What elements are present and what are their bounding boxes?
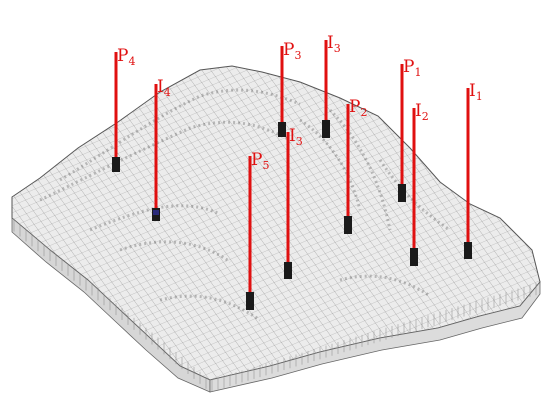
well-I1: I1 [464, 81, 483, 259]
terrain-relief-shading [39, 88, 451, 322]
well-I3a-marker [322, 120, 330, 138]
well-I4: I4 [152, 77, 171, 221]
well-P3: P3 [278, 40, 301, 137]
well-P2: P2 [344, 97, 367, 234]
well-P2-label: P2 [349, 97, 367, 119]
well-I2-label: I2 [415, 101, 429, 123]
well-P5-label: P5 [251, 150, 269, 172]
well-P5: P5 [246, 150, 269, 310]
well-I2: I2 [410, 101, 429, 266]
well-P1: P1 [398, 57, 421, 202]
well-P3-label: P3 [283, 40, 301, 62]
well-P3-marker [278, 122, 286, 137]
well-P1-label: P1 [403, 57, 421, 79]
well-I3a-label: I3 [327, 33, 341, 55]
well-I3a: I3 [322, 33, 341, 138]
well-I3b: I3 [284, 126, 303, 279]
wells-layer: P4 I4 P3 I3 I3 [112, 33, 483, 310]
well-P4: P4 [112, 46, 135, 172]
well-P1-marker [398, 184, 406, 202]
well-I4-label: I4 [157, 77, 171, 99]
well-I4-marker-accent [153, 210, 159, 215]
well-I1-label: I1 [469, 81, 483, 103]
well-I2-marker [410, 248, 418, 266]
terrain-side-wall-right [209, 280, 541, 393]
terrain-wall-texture [13, 219, 537, 392]
well-P4-marker [112, 157, 120, 172]
well-P4-label: P4 [117, 46, 135, 68]
well-P5-marker [246, 292, 254, 310]
well-P2-marker [344, 216, 352, 234]
well-I1-marker [464, 242, 472, 259]
well-I3b-label: I3 [289, 126, 303, 148]
well-I3b-marker [284, 262, 292, 279]
